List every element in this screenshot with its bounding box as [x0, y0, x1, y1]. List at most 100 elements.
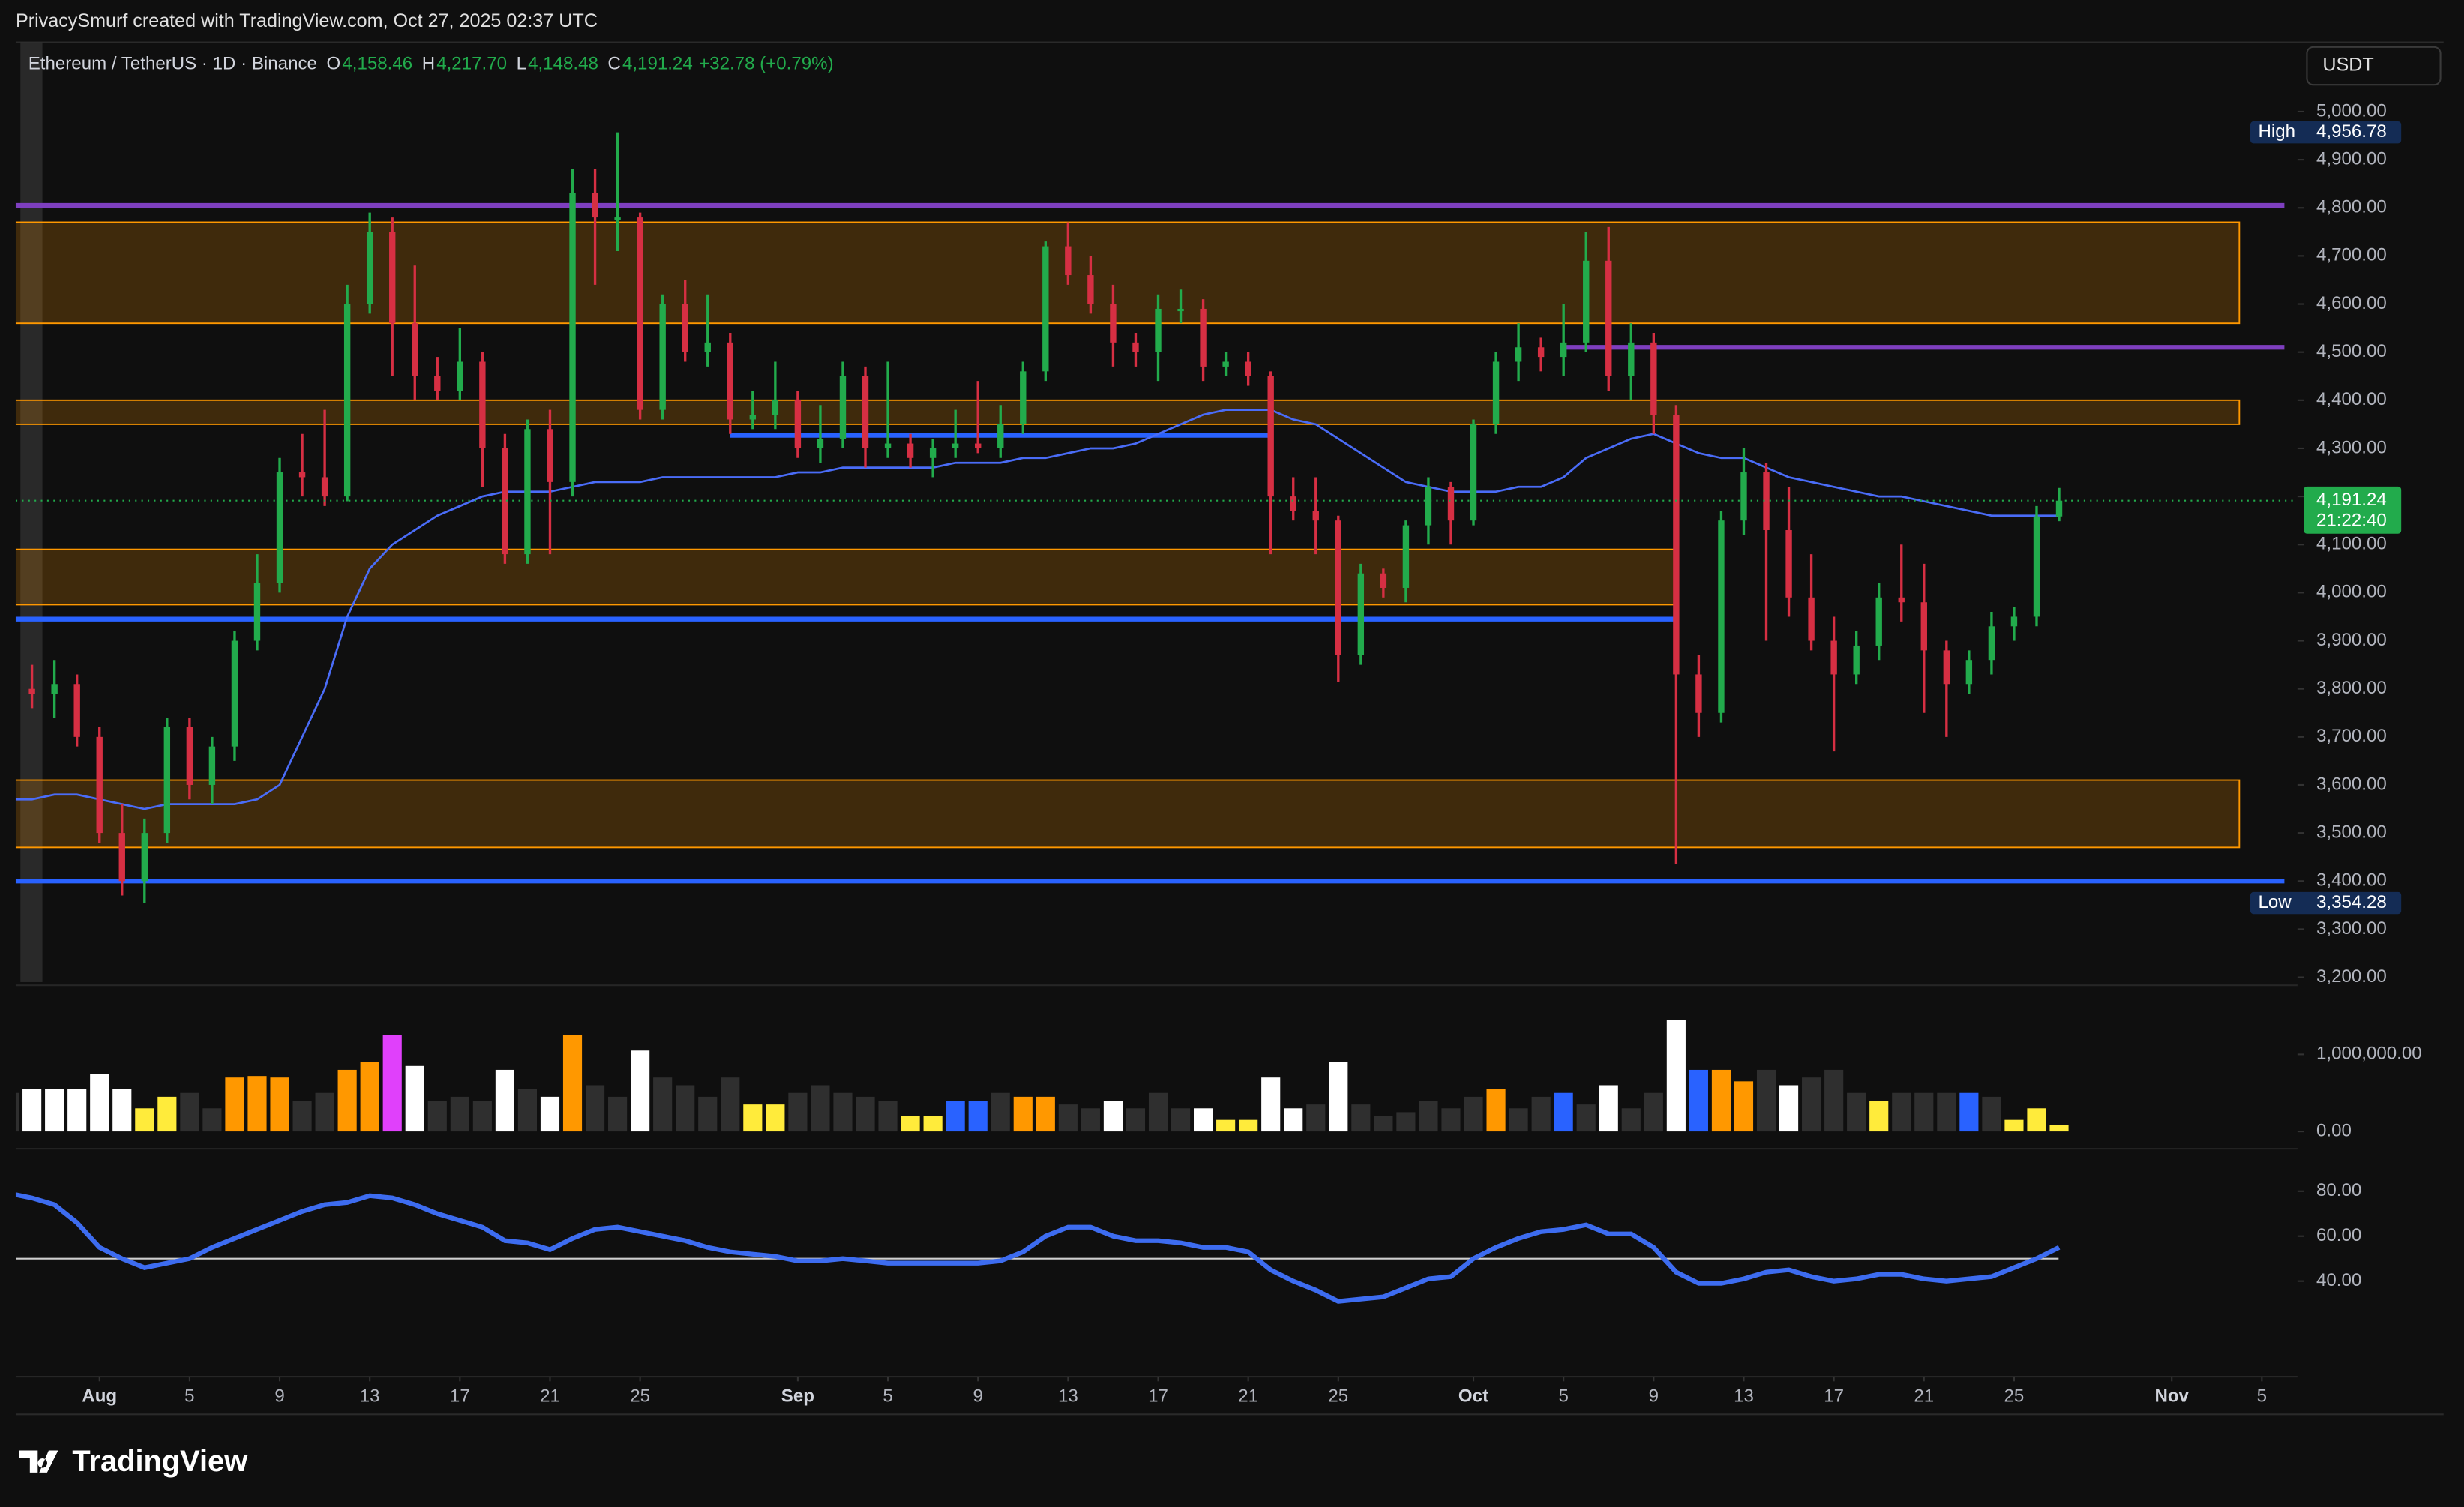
- zone: [15, 399, 2241, 425]
- candle-body: [862, 376, 869, 448]
- volume-bar: [15, 1092, 19, 1132]
- candle-body: [1357, 573, 1365, 655]
- volume-bar: [450, 1096, 469, 1132]
- x-tick-label: Nov: [2154, 1386, 2189, 1407]
- y-tick-label: 5,000.00: [2316, 100, 2387, 121]
- brand-logo: [19, 1450, 58, 1473]
- legend-text: +32.78 (+0.79%): [699, 53, 833, 73]
- rsi-pane: [15, 1192, 2061, 1304]
- x-tick-label: 9: [973, 1386, 982, 1407]
- candle-body: [502, 448, 508, 555]
- volume-bar: [1351, 1104, 1371, 1132]
- candle-body: [637, 217, 643, 410]
- y-tick-label: 3,900.00: [2316, 630, 2387, 650]
- y-tick-label: 4,500.00: [2316, 341, 2387, 361]
- volume-bar: [1554, 1092, 1573, 1132]
- candle-body: [208, 746, 216, 785]
- candle-body: [1943, 650, 1950, 685]
- x-tick-label: Sep: [781, 1386, 814, 1407]
- candle-body: [1267, 376, 1274, 497]
- candle-body: [1740, 472, 1747, 521]
- candle-body: [434, 376, 441, 391]
- volume-bar: [90, 1074, 109, 1132]
- candle-body: [1425, 487, 1432, 526]
- volume-bar: [1036, 1096, 1055, 1132]
- candle-body: [1290, 496, 1296, 511]
- candle-body: [186, 727, 193, 785]
- volume-bar: [991, 1092, 1010, 1132]
- volume-bar: [225, 1077, 244, 1132]
- candle-body: [1853, 645, 1860, 675]
- candle-body: [839, 376, 847, 439]
- candle-body: [1020, 371, 1027, 424]
- candle-body: [1110, 304, 1117, 343]
- volume-bar: [180, 1092, 199, 1132]
- volume-bar: [946, 1101, 965, 1132]
- volume-bar: [1869, 1101, 1889, 1132]
- volume-bar: [1847, 1092, 1866, 1132]
- volume-bar: [360, 1062, 379, 1132]
- volume-bar: [631, 1050, 650, 1132]
- volume-bar: [1959, 1092, 1979, 1132]
- volume-bar: [1419, 1101, 1438, 1132]
- candle-body: [1087, 275, 1094, 304]
- volume-bar: [1486, 1089, 1506, 1132]
- volume-bar: [1621, 1108, 1641, 1132]
- candle-body: [727, 342, 733, 420]
- x-tick-label: 9: [1649, 1386, 1659, 1407]
- x-tick-label: 25: [1328, 1386, 1348, 1407]
- candle-body: [412, 323, 418, 376]
- volume-bar: [608, 1096, 628, 1132]
- volume-bar: [698, 1096, 718, 1132]
- volume-bar: [292, 1101, 312, 1132]
- volume-bar: [1982, 1096, 2001, 1132]
- legend-text: 4,217.70: [436, 53, 507, 73]
- volume-bar: [247, 1076, 267, 1132]
- volume-bar: [721, 1077, 740, 1132]
- candle-body: [1628, 342, 1635, 376]
- volume-bar: [1779, 1085, 1799, 1132]
- x-tick-label: 17: [1148, 1386, 1168, 1407]
- candle-body: [1875, 597, 1882, 646]
- volume-bar: [45, 1089, 64, 1132]
- volume-bar: [135, 1108, 154, 1132]
- volume-bar: [1599, 1085, 1618, 1132]
- candle-body: [1470, 424, 1477, 521]
- y-tick-label: 4,300.00: [2316, 437, 2387, 457]
- last-price-box: [2304, 486, 2402, 534]
- volume-bar: [157, 1096, 177, 1132]
- x-tick-label: 5: [1558, 1386, 1568, 1407]
- candle-body: [2055, 500, 2063, 517]
- volume-bar: [968, 1101, 988, 1132]
- volume-bar: [1756, 1069, 1776, 1132]
- x-tick-label: 13: [1058, 1386, 1078, 1407]
- y-tick-label: 4,900.00: [2316, 148, 2387, 169]
- volume-bar: [1689, 1069, 1708, 1132]
- x-tick-label: 5: [883, 1386, 892, 1407]
- last-price: 4,191.24: [2316, 490, 2387, 510]
- brand: TradingView: [72, 1445, 248, 1478]
- candle-body: [1560, 342, 1567, 358]
- candle-body: [907, 443, 914, 458]
- legend-text: C: [607, 53, 620, 73]
- currency[interactable]: USDT: [2322, 55, 2373, 76]
- candle-body: [547, 429, 553, 482]
- volume-bar: [1216, 1119, 1236, 1132]
- volume-bar: [540, 1096, 560, 1132]
- candle-body: [682, 304, 688, 352]
- rsi-tick-label: 40.00: [2316, 1270, 2361, 1290]
- volume-bar: [472, 1101, 492, 1132]
- candle-body: [343, 304, 351, 497]
- volume-bar: [67, 1089, 87, 1132]
- currency-button[interactable]: [2306, 46, 2442, 86]
- candle-body: [1808, 597, 1815, 641]
- candle-body: [659, 304, 666, 410]
- candle-body: [929, 448, 937, 458]
- volume-bar: [405, 1065, 424, 1132]
- candle-body: [1312, 511, 1319, 521]
- volume-bar: [1576, 1104, 1596, 1132]
- candle-body: [1695, 674, 1702, 713]
- candle-body: [28, 688, 35, 694]
- candle-body: [772, 400, 779, 415]
- volume-bar: [22, 1089, 42, 1132]
